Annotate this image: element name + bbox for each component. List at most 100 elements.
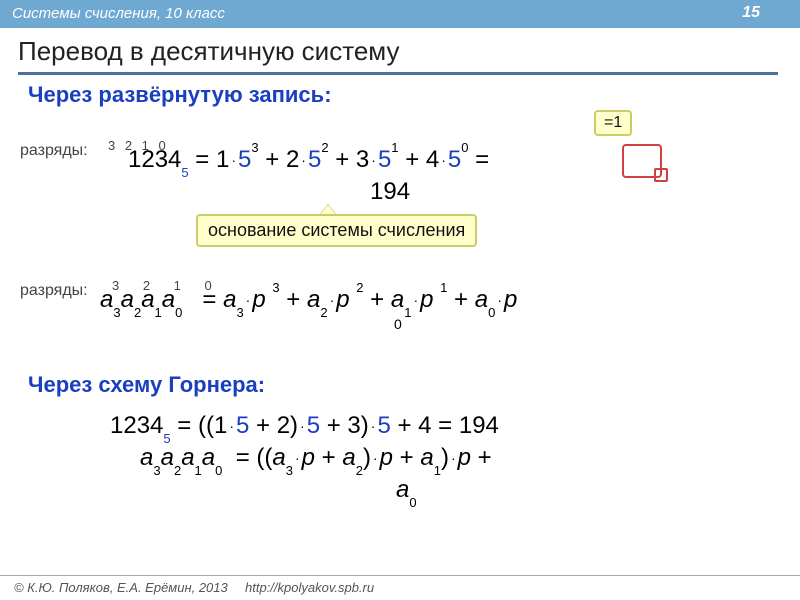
dot-icon: · xyxy=(227,418,236,434)
eq4-plus1: + xyxy=(315,444,342,471)
callout-eq1: =1 xyxy=(594,110,632,136)
eq2-a0a: a xyxy=(162,286,175,313)
eq2-t1p: p xyxy=(252,286,265,313)
eq1-tail: = xyxy=(469,146,490,173)
equation-2-zero: 0 xyxy=(394,316,402,332)
eq2-plus1: + xyxy=(280,286,307,313)
eq4-plus2: + xyxy=(393,444,420,471)
eq2-t3a: a xyxy=(391,286,404,313)
eq4-plus3: + xyxy=(471,444,492,471)
dot-icon: · xyxy=(411,292,420,308)
eq2-s0: 0 xyxy=(175,305,182,320)
dot-icon: · xyxy=(293,450,302,466)
eq4-a3: a xyxy=(140,444,153,471)
eq1-e1: 3 xyxy=(251,140,258,155)
highlight-box-small xyxy=(654,168,668,182)
eq2-t4a: a xyxy=(475,286,488,313)
eq3-n: 1234 xyxy=(110,412,163,439)
eq4-s2: 2 xyxy=(174,463,181,478)
eq4-t1s: 3 xyxy=(286,463,293,478)
eq2-s2: 2 xyxy=(134,305,141,320)
dot-icon: · xyxy=(298,418,307,434)
equation-4-tail: a0 xyxy=(396,476,417,506)
eq4-t2p: p xyxy=(380,444,393,471)
eq4-tail-s: 0 xyxy=(409,495,416,510)
eq3-b3: 5 xyxy=(377,412,390,439)
eq4-c1: ) xyxy=(363,444,371,471)
eq2-t1a: a xyxy=(223,286,236,313)
eq2-s3: 3 xyxy=(113,305,120,320)
page-title: Перевод в десятичную систему xyxy=(18,36,399,67)
eq2-s1: 1 xyxy=(155,305,162,320)
eq4-s3: 3 xyxy=(153,463,160,478)
footer-url: http://kpolyakov.spb.ru xyxy=(245,580,374,595)
dot-icon: · xyxy=(371,450,380,466)
dot-icon: · xyxy=(439,152,448,168)
eq2-t2a: a xyxy=(307,286,320,313)
eq4-s1: 1 xyxy=(195,463,202,478)
dot-icon: · xyxy=(495,292,504,308)
eq2-plus3: + xyxy=(447,286,474,313)
dot-icon: · xyxy=(229,152,238,168)
eq4-a0: a xyxy=(202,444,215,471)
dot-icon: · xyxy=(449,450,458,466)
title-rule xyxy=(18,72,778,75)
header-subject: Системы счисления, 10 класс xyxy=(12,5,225,22)
eq4-t3p: p xyxy=(458,444,471,471)
eq3-m1: + 2) xyxy=(249,412,298,439)
eq3-b1: 5 xyxy=(236,412,249,439)
eq4-a1: a xyxy=(181,444,194,471)
eq2-a3a: a xyxy=(100,286,113,313)
equation-1-result: 194 xyxy=(370,178,410,206)
eq4-eq: = (( xyxy=(229,444,272,471)
eq1-b2: 5 xyxy=(308,146,321,173)
header-bar: Системы счисления, 10 класс 15 xyxy=(0,0,800,28)
dot-icon: · xyxy=(369,418,378,434)
eq2-eq: = xyxy=(196,286,223,313)
equation-4: a3a2a1a0 = ((a3·p + a2)·p + a1)·p + xyxy=(140,444,492,474)
eq2-a2a: a xyxy=(121,286,134,313)
equation-2: a3a2a1a0 = a3·p 3 + a2·p 2 + a1·p 1 + a0… xyxy=(100,286,517,316)
eq4-a2: a xyxy=(161,444,174,471)
eq2-t3e: 1 xyxy=(440,280,447,295)
eq1-e4: 0 xyxy=(461,140,468,155)
eq1-b3: 5 xyxy=(378,146,391,173)
eq4-t1a: a xyxy=(272,444,285,471)
eq2-t1e: 3 xyxy=(272,280,279,295)
dot-icon: · xyxy=(369,152,378,168)
eq1-seg4: + 4 xyxy=(399,146,440,173)
page-number: 15 xyxy=(742,4,760,22)
eq3-m3: + 4 = 194 xyxy=(391,412,499,439)
eq4-t2a: a xyxy=(342,444,355,471)
eq1-seg2: + 2 xyxy=(259,146,300,173)
footer-copyright: © К.Ю. Поляков, Е.А. Ерёмин, 2013 xyxy=(14,580,228,595)
eq4-s0: 0 xyxy=(215,463,222,478)
eq3-b2: 5 xyxy=(307,412,320,439)
eq1-seg3: + 3 xyxy=(329,146,370,173)
eq2-t3p: p xyxy=(420,286,433,313)
eq2-t4p: p xyxy=(504,286,517,313)
eq1-b4: 5 xyxy=(448,146,461,173)
subheading-expanded: Через развёрнутую запись: xyxy=(28,82,332,108)
eq4-t3s: 1 xyxy=(434,463,441,478)
eq2-plus2: + xyxy=(364,286,391,313)
eq1-b1: 5 xyxy=(238,146,251,173)
eq2-t2s: 2 xyxy=(320,305,327,320)
subheading-gorner: Через схему Горнера: xyxy=(28,372,265,398)
eq2-t2e: 2 xyxy=(356,280,363,295)
equation-1: 12345 = 1·53 + 2·52 + 3·51 + 4·50 = xyxy=(128,146,489,176)
eq4-t3a: a xyxy=(420,444,433,471)
dot-icon: · xyxy=(299,152,308,168)
label-razryady-1: разряды: xyxy=(20,142,88,160)
dot-icon: · xyxy=(328,292,337,308)
label-razryady-2: разряды: xyxy=(20,282,88,300)
eq1-e3: 1 xyxy=(391,140,398,155)
eq1-number: 1234 xyxy=(128,146,181,173)
dot-icon: · xyxy=(244,292,253,308)
eq1-e2: 2 xyxy=(321,140,328,155)
eq4-t2s: 2 xyxy=(356,463,363,478)
callout-base: основание системы счисления xyxy=(196,214,477,247)
eq1-seg1: = 1 xyxy=(189,146,230,173)
eq3-open: = ((1 xyxy=(171,412,228,439)
eq4-tail-a: a xyxy=(396,476,409,503)
